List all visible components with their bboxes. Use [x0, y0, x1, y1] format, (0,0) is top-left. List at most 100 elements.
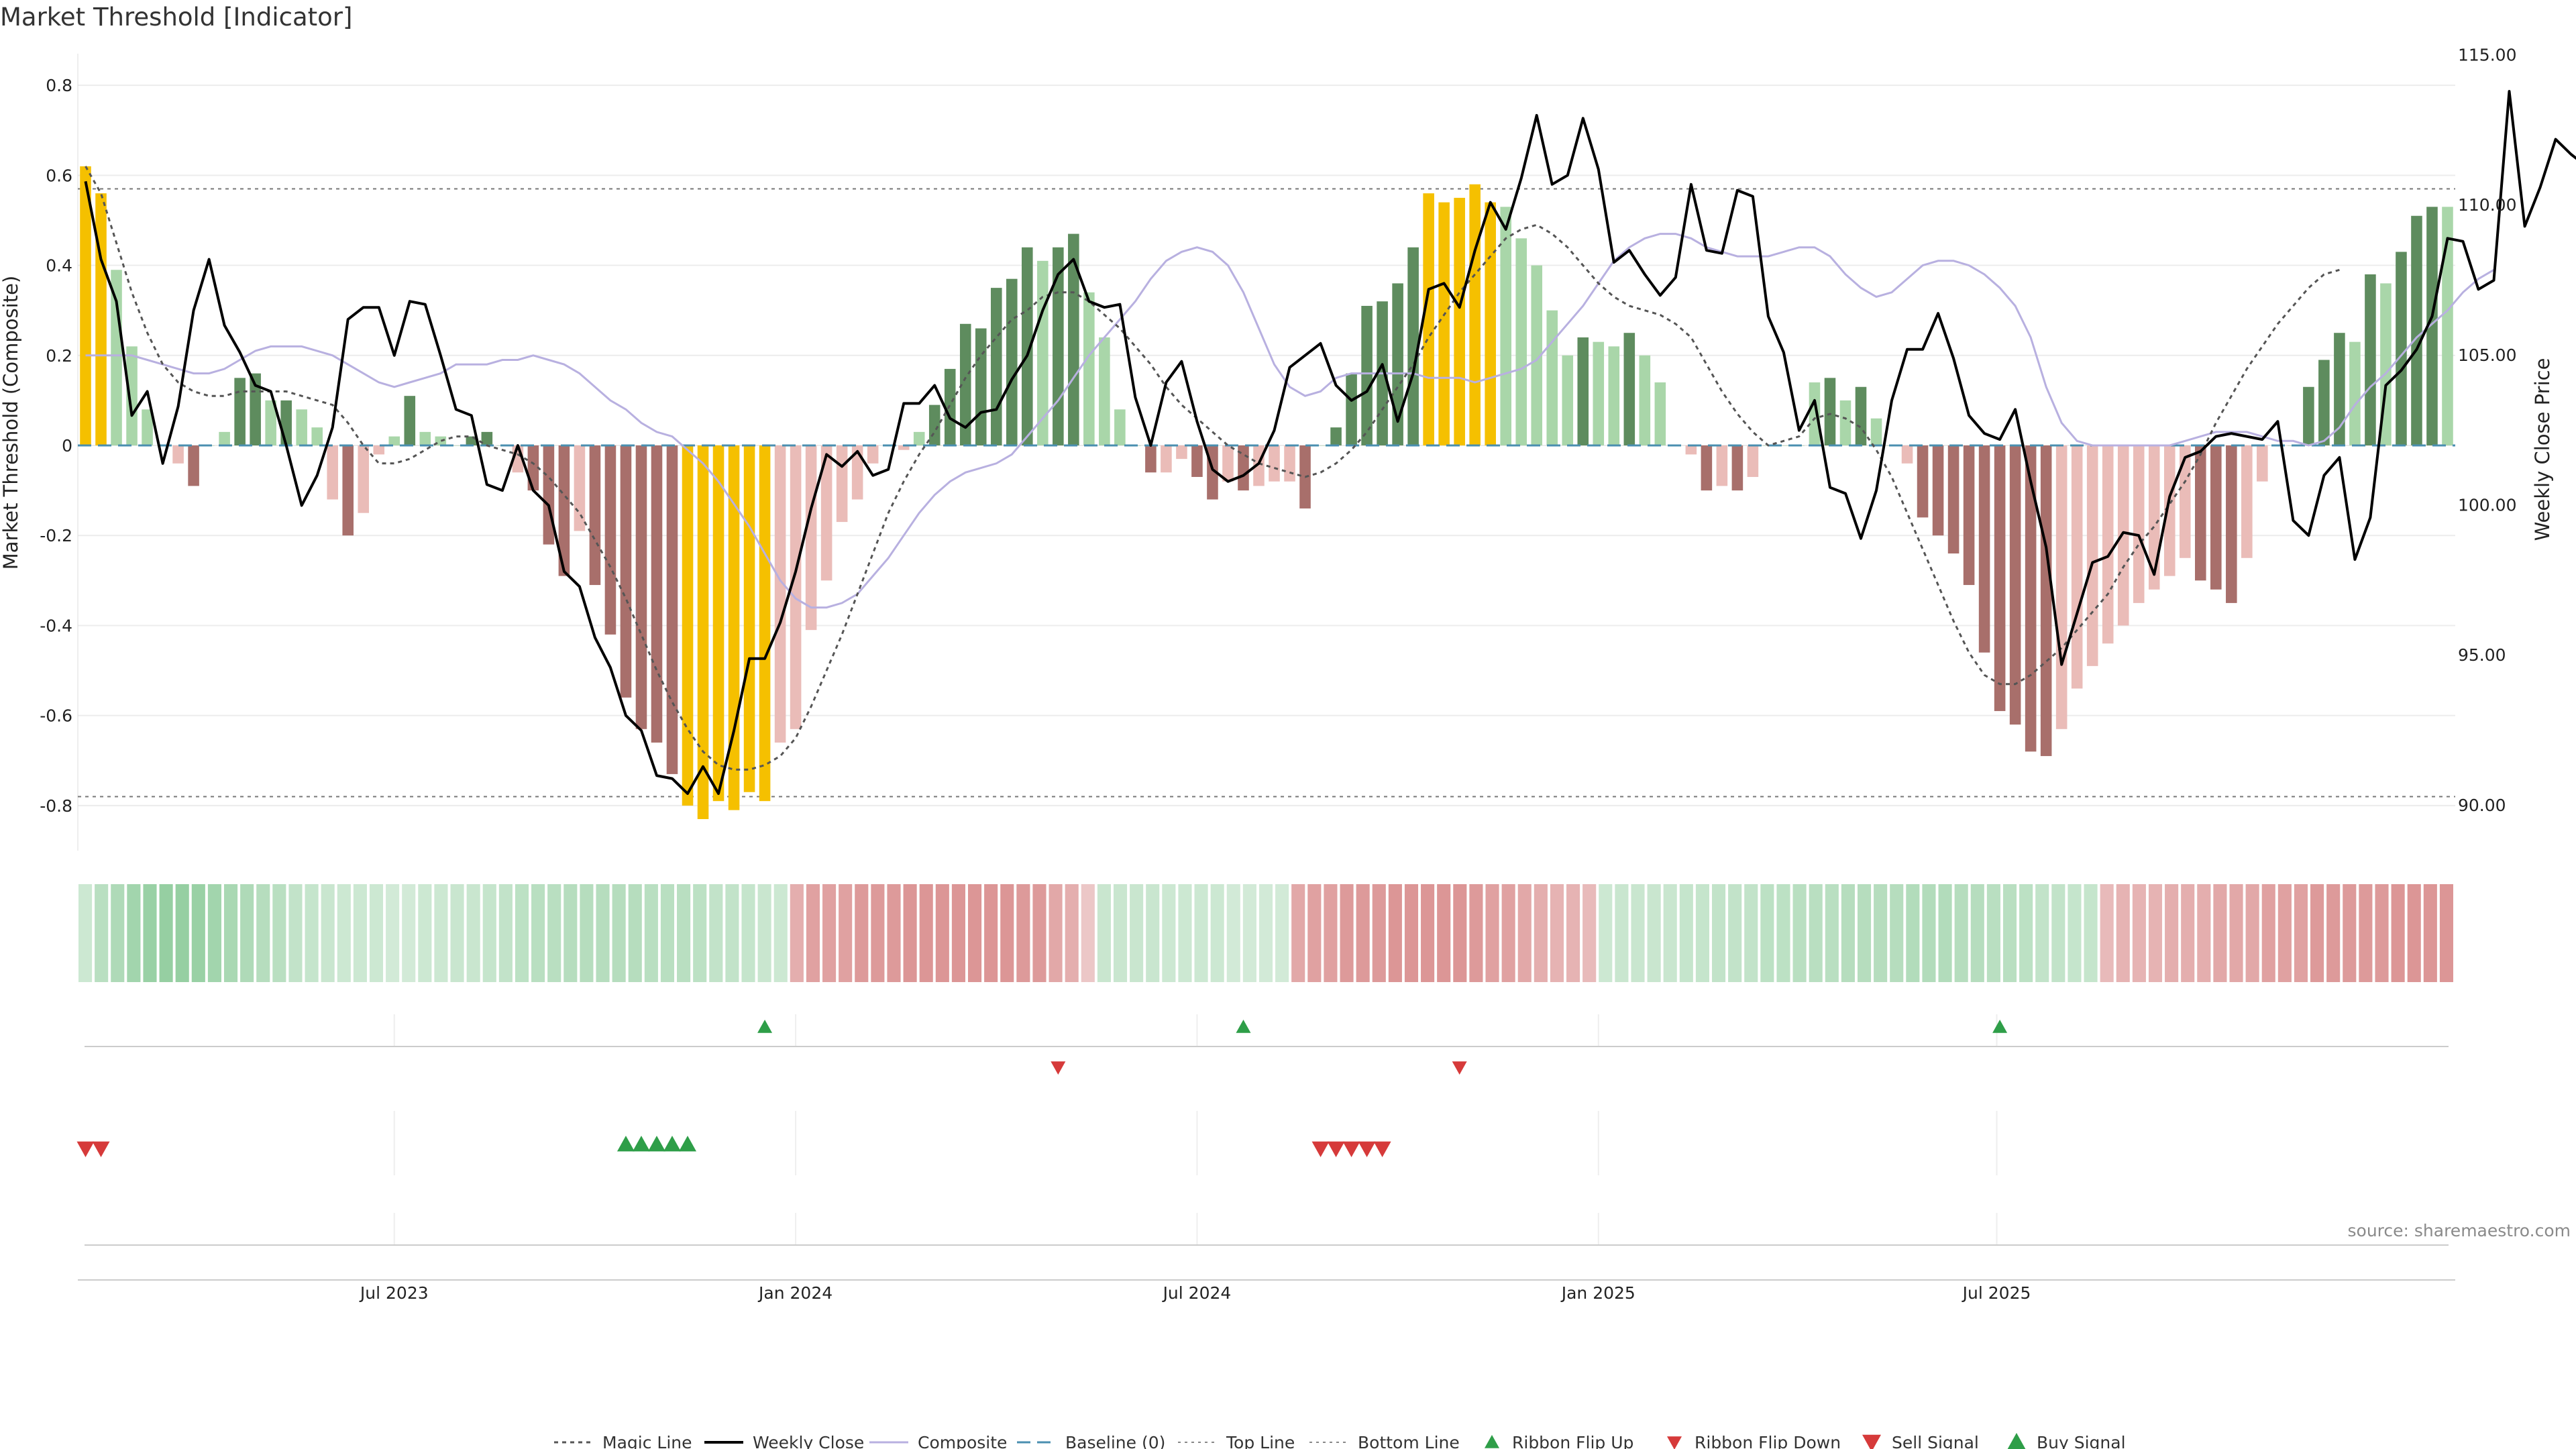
- source-label: source: sharemaestro.com: [2348, 1221, 2571, 1240]
- threshold-bar: [1639, 355, 1651, 445]
- threshold-bar: [604, 445, 616, 635]
- ribbon-cell: [353, 884, 367, 982]
- ribbon-cell: [2132, 884, 2146, 982]
- threshold-bar: [2411, 215, 2422, 445]
- threshold-bar: [2303, 386, 2314, 445]
- threshold-bar: [743, 445, 755, 792]
- threshold-bar: [142, 409, 153, 445]
- ribbon-cell: [2100, 884, 2114, 982]
- threshold-bar: [697, 445, 709, 820]
- ribbon-cell: [951, 884, 965, 982]
- threshold-bar: [1145, 445, 1157, 473]
- legend-label: Composite: [918, 1433, 1007, 1449]
- ribbon-cell: [2116, 884, 2130, 982]
- threshold-bar: [928, 405, 941, 445]
- ribbon-cell: [434, 884, 448, 982]
- ribbon-cell: [159, 884, 173, 982]
- threshold-bar: [1901, 445, 1913, 464]
- threshold-bar: [836, 445, 848, 523]
- threshold-bar: [1515, 238, 1527, 445]
- ribbon-cell: [1226, 884, 1240, 982]
- legend-swatch: [1667, 1436, 1682, 1449]
- y-tick-label: 0.2: [46, 346, 72, 366]
- ribbon-cell: [564, 884, 578, 982]
- buy-signal-marker: [616, 1136, 635, 1152]
- ribbon-flip-up-marker: [1992, 1020, 2008, 1033]
- ribbon-cell: [2084, 884, 2098, 982]
- threshold-bar: [1623, 333, 1635, 445]
- ribbon-cell: [1857, 884, 1872, 982]
- threshold-bar: [2442, 207, 2453, 445]
- threshold-bar: [1608, 346, 1620, 445]
- ribbon-cell: [2068, 884, 2082, 982]
- ribbon-flip-up-marker: [757, 1020, 773, 1033]
- threshold-bar: [111, 270, 122, 445]
- ribbon-cell: [1938, 884, 1952, 982]
- threshold-bar: [450, 445, 462, 446]
- threshold-bar: [1022, 247, 1033, 445]
- ribbon-cell: [2277, 884, 2292, 982]
- ribbon-cell: [2197, 884, 2211, 982]
- ribbon-cell: [1776, 884, 1790, 982]
- ribbon-cell: [531, 884, 545, 982]
- ribbon-cell: [256, 884, 270, 982]
- threshold-bar: [358, 445, 370, 513]
- threshold-bar: [2396, 252, 2407, 445]
- threshold-bar: [481, 431, 493, 445]
- ribbon-cell: [78, 884, 93, 982]
- threshold-bars: [80, 166, 2453, 820]
- ribbon-cell: [547, 884, 561, 982]
- y2-tick-label: 100.00: [2458, 495, 2516, 515]
- threshold-bar: [1839, 400, 1851, 445]
- threshold-bar: [558, 445, 570, 576]
- y-tick-label: 0.8: [46, 76, 72, 95]
- ribbon-cell: [693, 884, 707, 982]
- ribbon-cell: [903, 884, 917, 982]
- chart-title: Market Threshold [Indicator]: [0, 3, 352, 32]
- indicator-lines: [78, 90, 2576, 795]
- ribbon-cell: [935, 884, 949, 982]
- ribbon-cell: [111, 884, 125, 982]
- ribbon-cell: [2148, 884, 2163, 982]
- ribbon-cell: [1922, 884, 1936, 982]
- threshold-bar: [2210, 445, 2222, 590]
- y-tick-label: 0: [62, 436, 72, 455]
- ribbon-cell: [1647, 884, 1661, 982]
- threshold-bar: [1701, 445, 1713, 491]
- threshold-bar: [1994, 445, 2006, 711]
- ribbon-cell: [2213, 884, 2227, 982]
- ribbon-cell: [1146, 884, 1160, 982]
- ribbon-cell: [1760, 884, 1774, 982]
- threshold-bar: [712, 445, 724, 802]
- ribbon-cell: [2310, 884, 2324, 982]
- threshold-bar: [1531, 265, 1543, 445]
- y2-axis-label: Weekly Close Price: [2531, 358, 2554, 541]
- ribbon-cell: [1615, 884, 1629, 982]
- ribbon-flip-down-marker: [1051, 1061, 1066, 1075]
- ribbon-cell: [612, 884, 626, 982]
- legend-swatch: [1485, 1435, 1499, 1448]
- threshold-bar: [2025, 445, 2037, 752]
- ribbon-cell: [1340, 884, 1354, 982]
- threshold-bar: [589, 445, 601, 586]
- threshold-bar: [1361, 305, 1373, 445]
- threshold-bar: [2179, 445, 2191, 558]
- threshold-bar: [2257, 445, 2268, 482]
- ribbon-cell: [1258, 884, 1273, 982]
- ribbon-cell: [1566, 884, 1580, 982]
- ribbon-cell: [1631, 884, 1645, 982]
- threshold-bar: [1978, 445, 1990, 653]
- ribbon-cell: [482, 884, 496, 982]
- threshold-bar: [80, 166, 91, 445]
- ribbon-cell: [580, 884, 594, 982]
- y-axis-ticks: 0.8 0.6 0.4 0.2 0 -0.2 -0.4 -0.6 -0.8: [40, 76, 72, 816]
- threshold-bar: [2318, 360, 2330, 445]
- ribbon-strip: [78, 884, 2453, 982]
- ribbon-cell: [369, 884, 384, 982]
- y2-tick-label: 90.00: [2458, 796, 2506, 815]
- buy-signal-marker: [632, 1136, 650, 1152]
- ribbon-cell: [1501, 884, 1515, 982]
- threshold-bar: [651, 445, 663, 743]
- ribbon-cell: [1324, 884, 1338, 982]
